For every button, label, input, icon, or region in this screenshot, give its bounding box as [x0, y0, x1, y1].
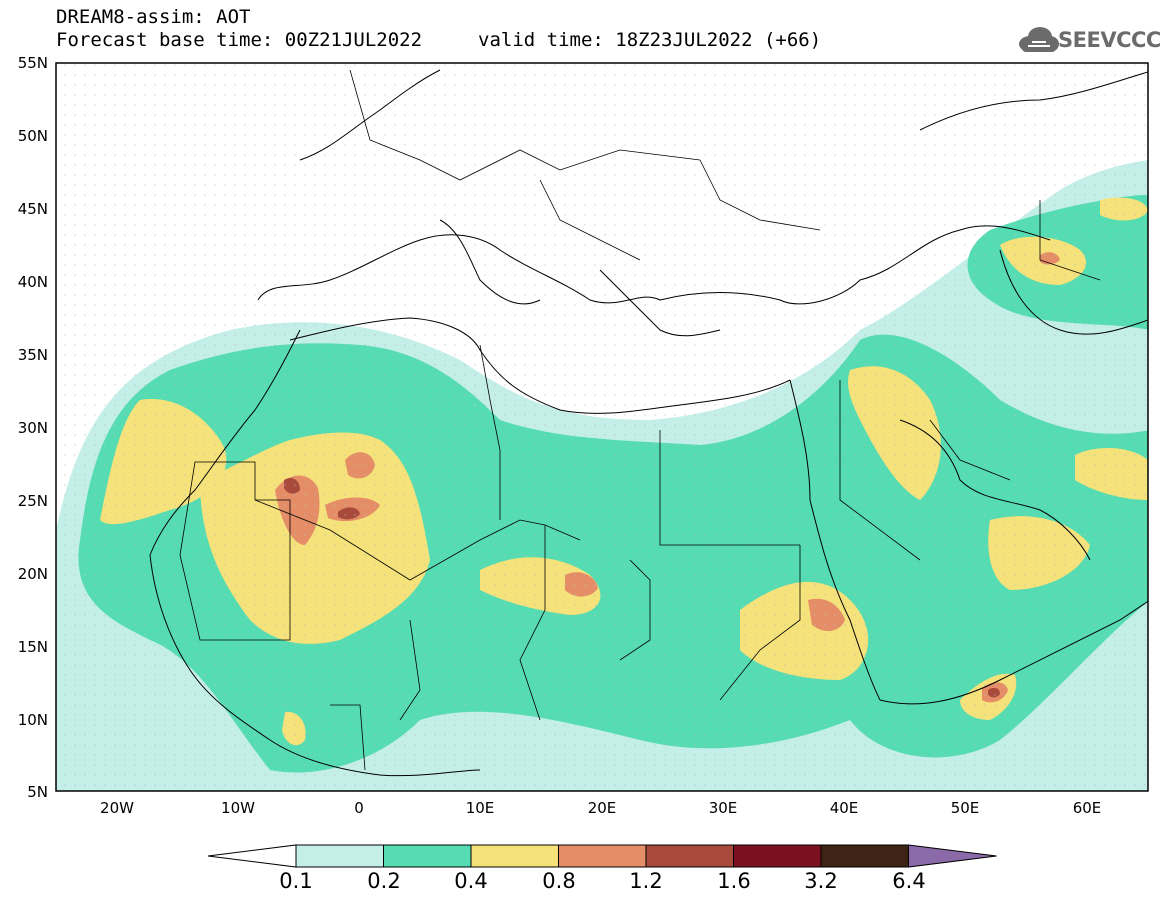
country-borders	[179, 69, 1101, 771]
colorbar-label: 3.2	[804, 869, 838, 893]
lon-label: 0	[354, 799, 364, 817]
lat-label: 5N	[27, 783, 48, 801]
lat-label: 10N	[17, 711, 48, 729]
lat-label: 15N	[17, 638, 48, 656]
lat-label: 35N	[17, 346, 48, 364]
cloud-icon	[1019, 27, 1059, 52]
lon-label: 10W	[221, 799, 255, 817]
lat-label: 50N	[17, 127, 48, 145]
map-frame	[55, 62, 1149, 792]
colorbar-label: 0.1	[279, 869, 313, 893]
title-line-2: Forecast base time: 00Z21JUL2022	[56, 29, 423, 51]
colorbar-label: 1.2	[629, 869, 663, 893]
colorbar-label: 1.6	[717, 869, 751, 893]
lat-label: 55N	[17, 54, 48, 72]
lon-label: 30E	[708, 799, 738, 817]
colorbar-label: 0.8	[542, 869, 576, 893]
logo-text: SEEVCCC	[1058, 28, 1161, 52]
lon-label: 20W	[100, 799, 134, 817]
lat-label: 25N	[17, 492, 48, 510]
lon-label: 50E	[950, 799, 980, 817]
title-line-1: DREAM8-assim: AOT	[56, 6, 251, 28]
lat-label: 30N	[17, 419, 48, 437]
colorbar-label: 0.2	[367, 869, 401, 893]
lon-label: 40E	[829, 799, 859, 817]
coastlines	[149, 69, 1148, 777]
colorbar-label: 0.4	[454, 869, 488, 893]
lat-label: 40N	[17, 273, 48, 291]
lon-label: 20E	[587, 799, 617, 817]
lon-label: 10E	[465, 799, 495, 817]
lat-label: 20N	[17, 565, 48, 583]
valid-time: valid time: 18Z23JUL2022 (+66)	[478, 29, 822, 51]
colorbar-label: 6.4	[892, 869, 926, 893]
lon-label: 60E	[1072, 799, 1102, 817]
lat-label: 45N	[17, 200, 48, 218]
